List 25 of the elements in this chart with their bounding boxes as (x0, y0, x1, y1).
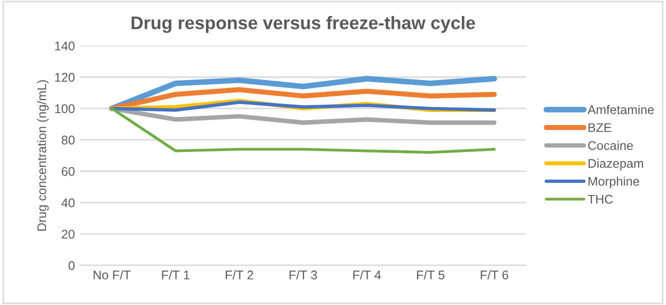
y-tick-label: 80 (62, 136, 75, 145)
legend-label: Amfetamine (588, 104, 654, 114)
x-tick-label: F/T 3 (290, 270, 317, 280)
y-tick-label: 120 (55, 72, 75, 82)
x-tick-label: No F/T (94, 270, 131, 280)
y-tick-label: 20 (62, 230, 75, 239)
chart-title: Drug response versus freeze-thaw cycle (132, 16, 476, 33)
legend-label: BZE (588, 123, 612, 132)
x-tick-label: F/T 5 (417, 270, 444, 280)
x-tick-label: F/T 2 (226, 270, 254, 280)
y-tick-label: 0 (68, 261, 75, 270)
legend-label: Diazepam (588, 158, 644, 170)
y-axis-title: Drug concentration (ng/mL) (36, 80, 49, 231)
x-tick-label: F/T 4 (353, 270, 381, 280)
y-tick-label: 40 (61, 198, 75, 208)
legend-label: Cocaine (588, 140, 633, 150)
x-tick-label: F/T 6 (480, 270, 508, 280)
legend-label: THC (588, 194, 613, 204)
line-series (110, 106, 496, 125)
x-tick-label: F/T 1 (162, 270, 190, 280)
y-tick-label: 100 (55, 104, 75, 114)
y-tick-label: 60 (62, 167, 75, 176)
legend-label: Morphine (588, 176, 640, 188)
line-series (110, 107, 496, 154)
y-tick-label: 140 (55, 42, 75, 50)
